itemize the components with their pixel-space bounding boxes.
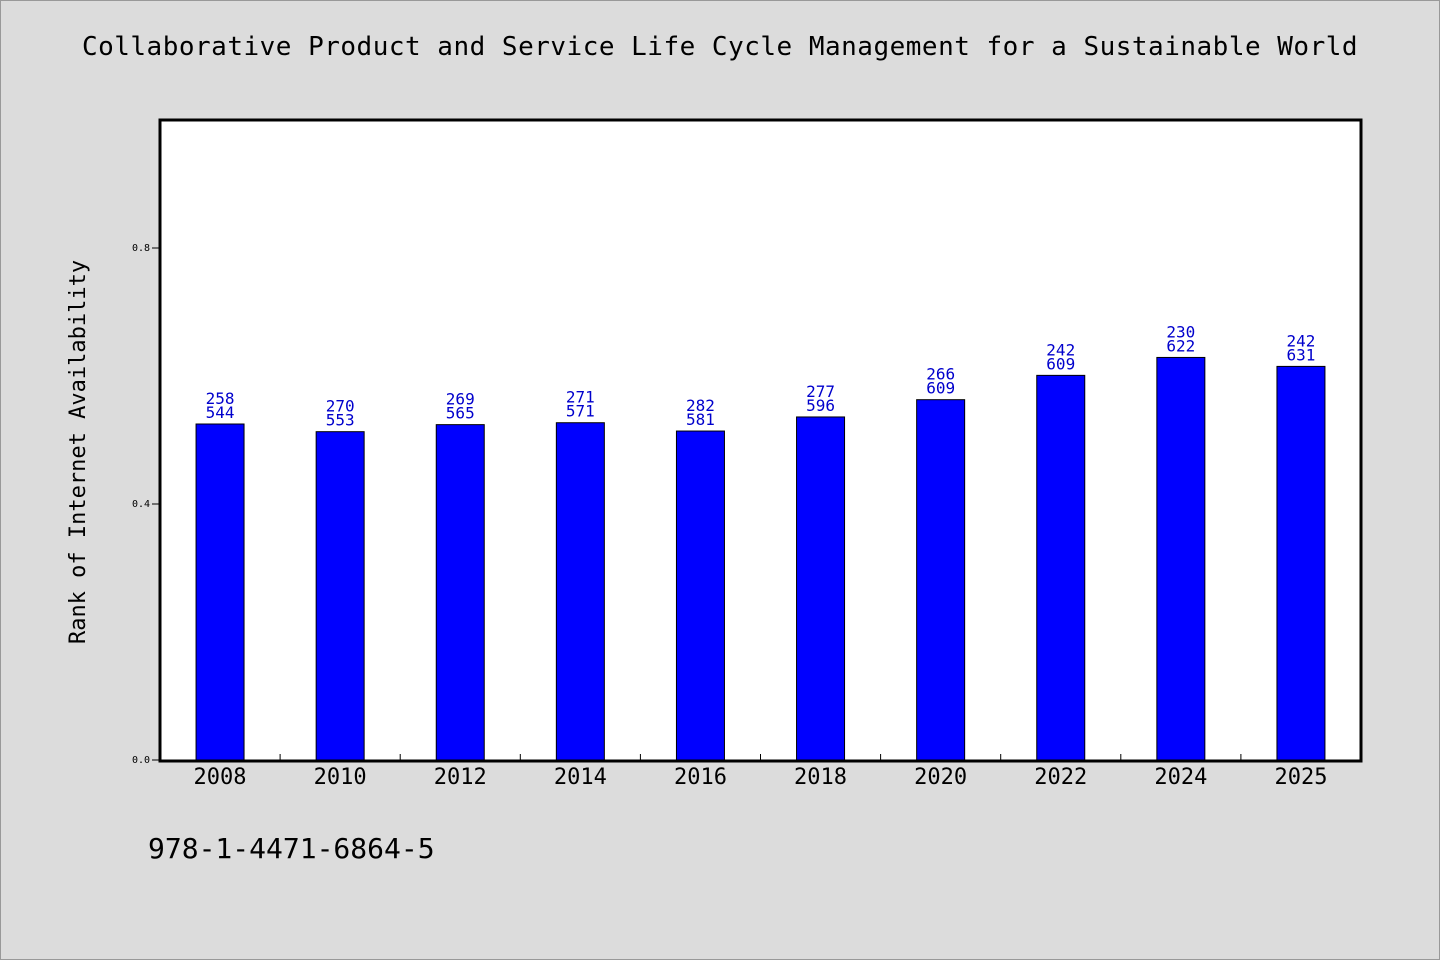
data-label-top: 230 (1166, 322, 1195, 341)
data-label-bottom: 544 (206, 403, 235, 422)
x-tick-label: 2014 (554, 765, 607, 790)
isbn-text: 978-1-4471-6864-5 (148, 832, 435, 865)
data-label-bottom: 581 (686, 410, 715, 429)
bar (1276, 365, 1326, 761)
bar (315, 431, 365, 761)
x-axis: 2008 2010 2012 2014 2016 2018 2020 2022 2024 2025 (194, 754, 1327, 790)
data-label-bottom: 565 (446, 404, 475, 423)
data-label-bottom: 609 (1046, 354, 1075, 373)
data-label-bottom: 571 (566, 402, 595, 421)
data-label-top: 282 (686, 396, 715, 415)
y-tick-label: 0.0 (132, 755, 150, 766)
y-tick-label: 0.4 (132, 499, 150, 510)
x-tick-label: 2024 (1154, 765, 1207, 790)
data-label-bottom: 631 (1286, 345, 1315, 364)
bar (1036, 374, 1086, 761)
y-tick-label: 0.8 (132, 243, 150, 254)
x-tick-label: 2016 (674, 765, 727, 790)
bars-group (195, 356, 1326, 761)
bar (555, 422, 605, 761)
data-label-top: 258 (206, 389, 235, 408)
data-label-bottom: 553 (326, 411, 355, 430)
x-tick-label: 2010 (314, 765, 367, 790)
x-tick-label: 2018 (794, 765, 847, 790)
x-tick-label: 2020 (914, 765, 967, 790)
x-tick-label: 2025 (1274, 765, 1327, 790)
bar (796, 416, 846, 761)
data-label-top: 271 (566, 388, 595, 407)
data-label-top: 242 (1286, 331, 1315, 350)
bar (675, 430, 725, 761)
x-tick-label: 2008 (194, 765, 247, 790)
x-tick-label: 2022 (1034, 765, 1087, 790)
data-label-bottom: 609 (926, 379, 955, 398)
bar (916, 399, 966, 761)
data-label-bottom: 596 (806, 396, 835, 415)
bar (195, 423, 245, 761)
y-axis-label: Rank of Internet Availability (66, 260, 91, 644)
bar (1156, 356, 1206, 761)
data-label-top: 270 (326, 397, 355, 416)
data-label-top: 269 (446, 390, 475, 409)
y-axis: 0.0 0.4 0.8 (132, 243, 160, 766)
x-tick-label: 2012 (434, 765, 487, 790)
data-label-top: 242 (1046, 340, 1075, 359)
data-label-top: 277 (806, 382, 835, 401)
chart-title: Collaborative Product and Service Life C… (81, 32, 1359, 62)
bar (435, 424, 485, 761)
data-label-bottom: 622 (1166, 336, 1195, 355)
data-label-top: 266 (926, 365, 955, 384)
